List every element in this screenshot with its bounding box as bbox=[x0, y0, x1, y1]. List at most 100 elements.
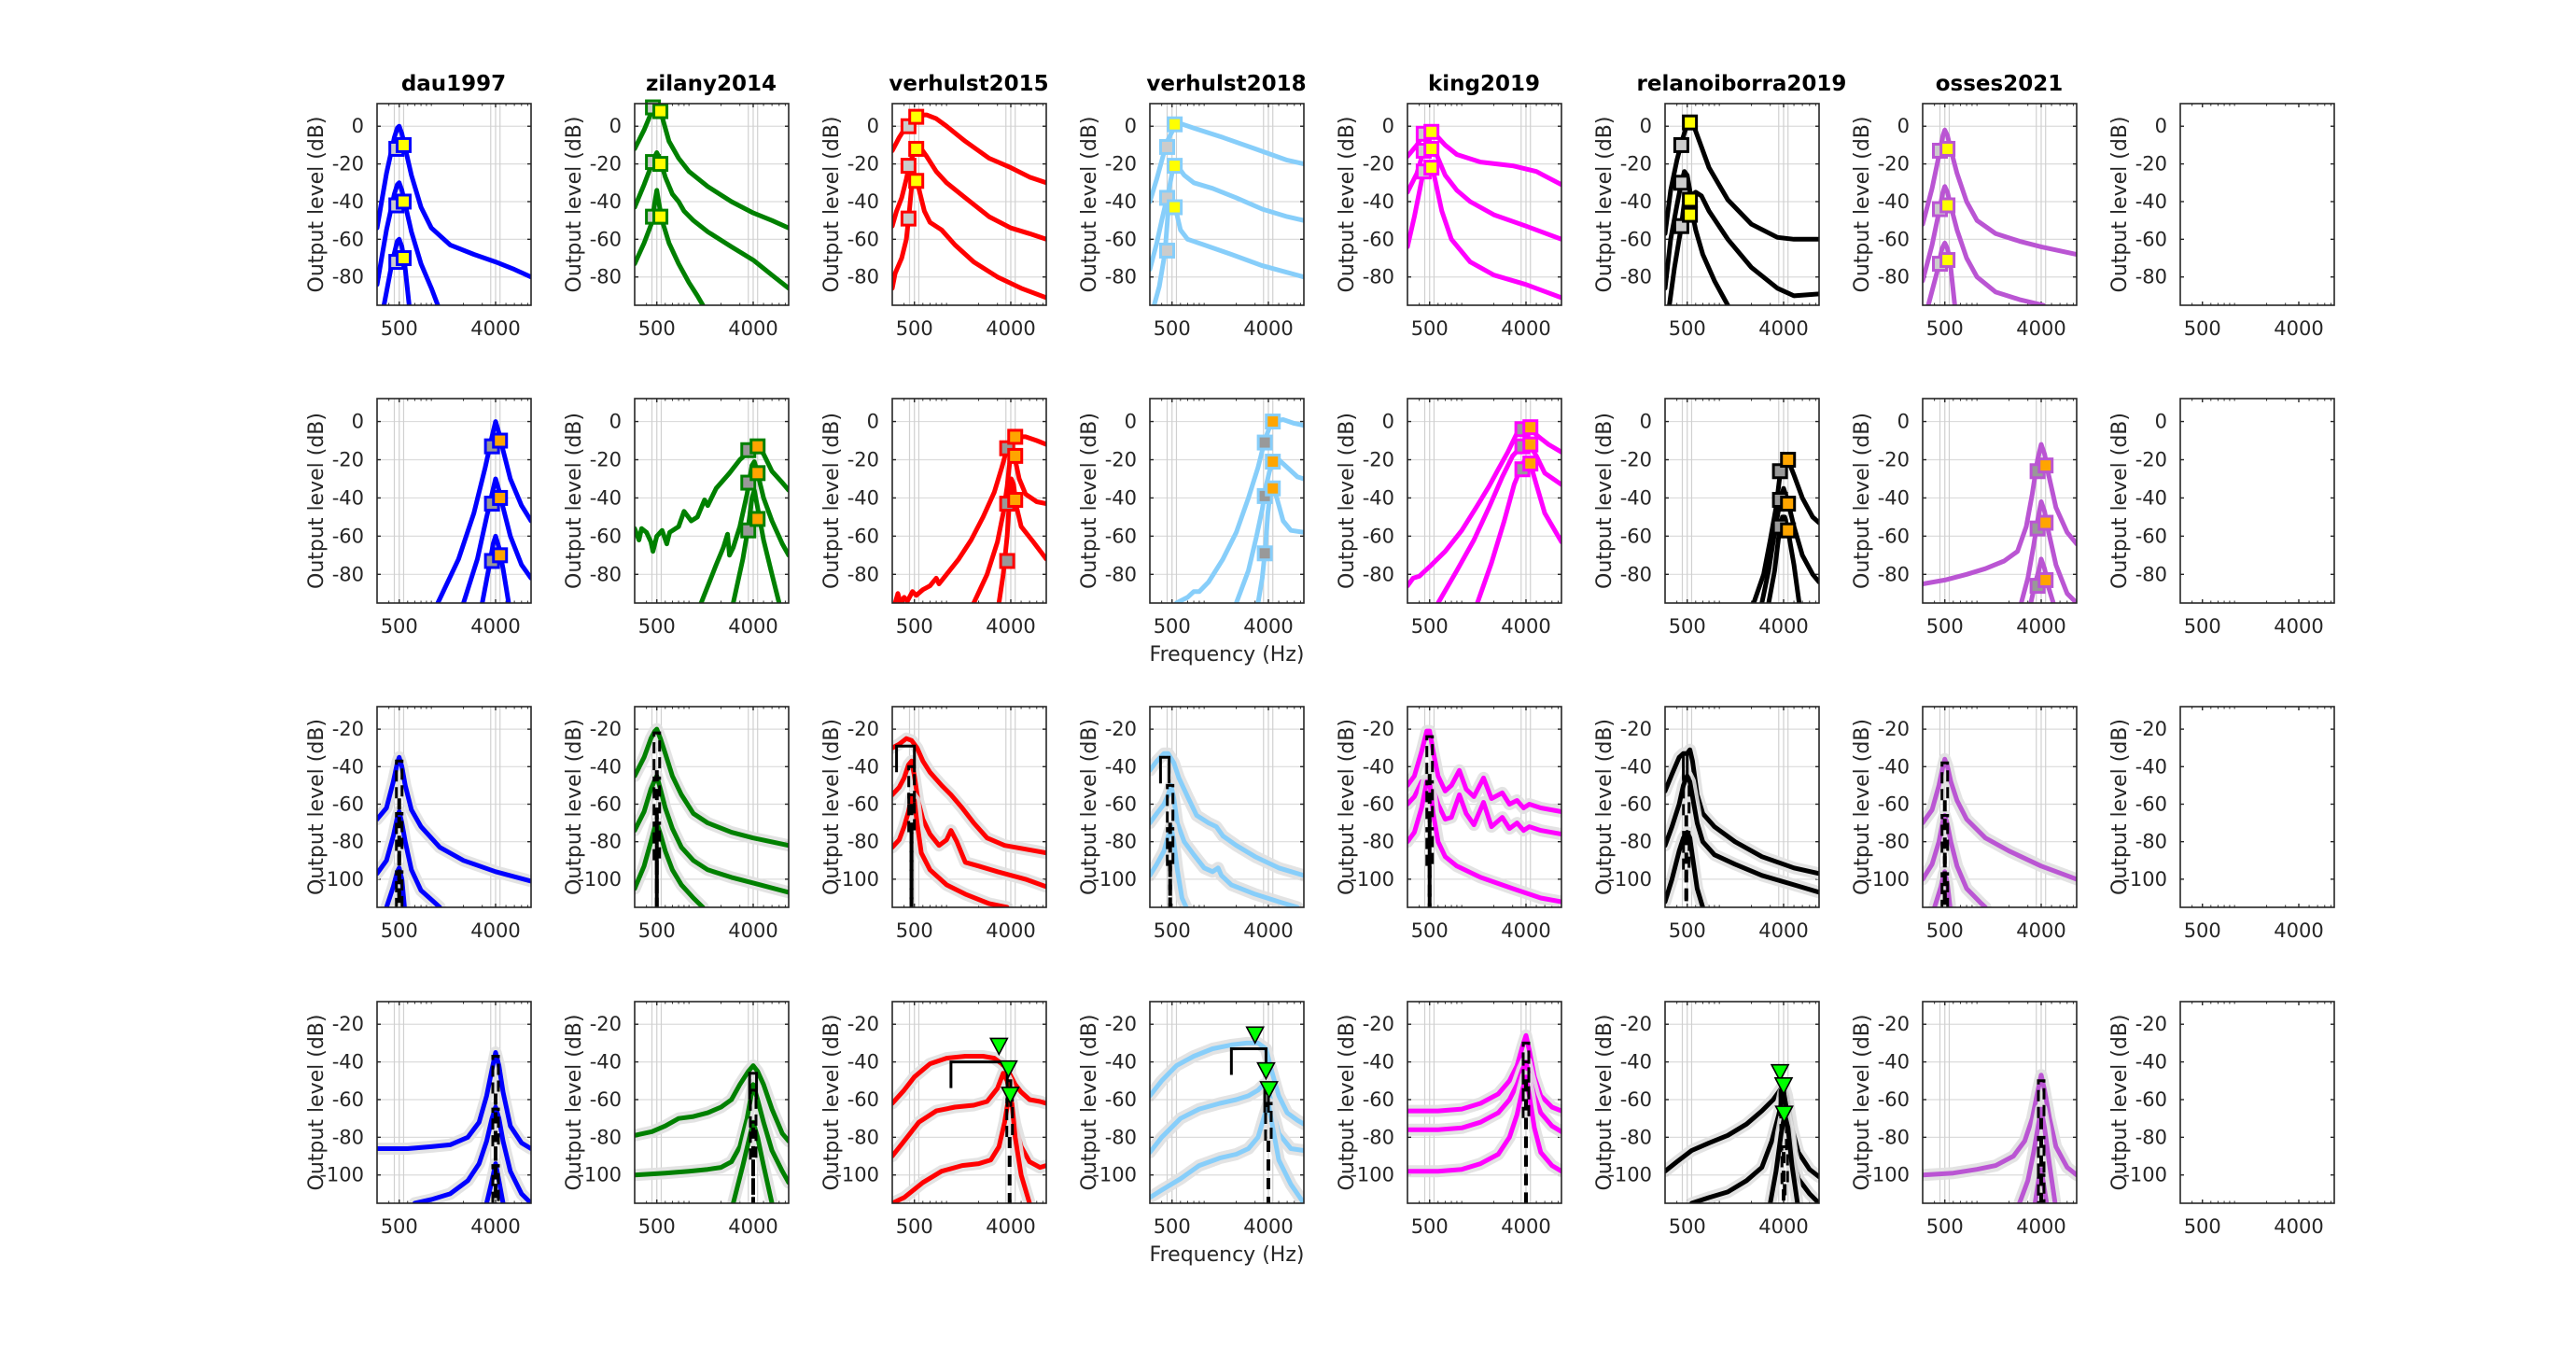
bracket-marker bbox=[1264, 1101, 1273, 1142]
series-line-3 bbox=[892, 793, 1010, 907]
y-tick-label: -80 bbox=[1105, 1126, 1137, 1148]
series-line-1 bbox=[1407, 728, 1561, 814]
x-tick-label: 4000 bbox=[728, 615, 777, 638]
y-tick-label: -80 bbox=[590, 563, 622, 585]
bracket-marker bbox=[1521, 1079, 1531, 1118]
square-marker bbox=[1522, 456, 1539, 472]
panel-empty-row4: -20 -40 -60 -80 -100 500 4000 Output level (dB) bbox=[2108, 1001, 2335, 1238]
axes-box bbox=[2179, 398, 2335, 604]
triangle-marker bbox=[1770, 1063, 1790, 1083]
bracket-marker bbox=[491, 1107, 500, 1147]
square-marker bbox=[1939, 197, 1956, 214]
x-tick-label: 500 bbox=[1411, 615, 1449, 638]
triangle-marker bbox=[989, 1037, 1009, 1057]
square-marker bbox=[908, 173, 925, 189]
axes-box bbox=[2179, 706, 2335, 908]
series-line-1 bbox=[635, 1063, 789, 1144]
series-line-3 bbox=[1407, 779, 1561, 905]
x-tick-label: 4000 bbox=[1501, 1215, 1550, 1238]
x-tick-label: 500 bbox=[2184, 317, 2221, 340]
square-marker bbox=[1673, 217, 1689, 234]
bracket-marker bbox=[2037, 1079, 2046, 1118]
x-tick-label: 500 bbox=[1669, 919, 1706, 942]
series-line-1 bbox=[1150, 751, 1304, 878]
bracket-marker bbox=[395, 870, 404, 907]
series-line-3 bbox=[892, 175, 1046, 301]
panel-relanoiborra2019-row2: 0 -20 -40 -60 -80 500 4000 Output level (dB) bbox=[1593, 398, 1820, 638]
y-tick-label: -40 bbox=[2135, 755, 2167, 778]
y-tick-label: -40 bbox=[1105, 190, 1137, 213]
y-axis-label: Output level (dB) bbox=[1851, 413, 1874, 589]
panel-zilany2014-row4: -20 -40 -60 -80 -100 500 4000 Output level (dB) bbox=[563, 1001, 790, 1238]
y-axis-label: Output level (dB) bbox=[2108, 413, 2132, 589]
plot-area bbox=[1150, 747, 1304, 907]
axes-box bbox=[634, 398, 790, 604]
bracket-marker bbox=[1940, 872, 1950, 907]
panel-verhulst2018-row2: 0 -20 -40 -60 -80 500 4000 Output level (dB) bbox=[1078, 398, 1305, 638]
series-line-1 bbox=[892, 736, 1046, 856]
y-tick-label: 0 bbox=[1125, 411, 1137, 433]
square-marker bbox=[2037, 457, 2054, 474]
square-marker bbox=[492, 489, 509, 506]
y-tick-label: -80 bbox=[1620, 831, 1652, 853]
square-marker bbox=[1167, 116, 1183, 133]
y-axis-label: Output level (dB) bbox=[1593, 413, 1617, 589]
x-tick-label: 500 bbox=[1154, 317, 1191, 340]
bracket-marker bbox=[895, 744, 917, 773]
y-tick-label: -100 bbox=[319, 1164, 364, 1186]
y-tick-label: -100 bbox=[577, 868, 622, 891]
panel-empty-row2: 0 -20 -40 -60 -80 500 4000 Output level (dB) bbox=[2108, 398, 2335, 638]
column-titles: dau1997 zilany2014 verhulst2015 verhulst… bbox=[401, 72, 2063, 96]
y-tick-label: -60 bbox=[1878, 525, 1910, 547]
plot-area bbox=[1923, 1069, 2077, 1203]
y-tick-label: -40 bbox=[1363, 755, 1394, 778]
square-marker bbox=[1423, 140, 1440, 157]
axes-box bbox=[376, 1001, 532, 1204]
bracket-marker bbox=[1425, 827, 1435, 866]
y-tick-label: 0 bbox=[1382, 411, 1394, 433]
y-axis-label: Output level (dB) bbox=[1336, 719, 1359, 895]
y-tick-label: -20 bbox=[847, 1013, 879, 1035]
panel-dau1997-row2: 0 -20 -40 -60 -80 500 4000 Output level (dB) bbox=[305, 398, 532, 638]
x-tick-label: 4000 bbox=[470, 919, 520, 942]
y-tick-label: -40 bbox=[590, 190, 622, 213]
panel-zilany2014-row1: 0 -20 -40 -60 -80 500 4000 Output level (dB) bbox=[563, 99, 790, 340]
panel-king2019-row2: 0 -20 -40 -60 -80 500 4000 Output level (dB) bbox=[1336, 398, 1562, 638]
y-tick-label: -20 bbox=[2135, 448, 2167, 470]
y-tick-label: -20 bbox=[1105, 1013, 1137, 1035]
x-tick-label: 4000 bbox=[1501, 317, 1550, 340]
axes-box bbox=[1922, 103, 2078, 306]
y-tick-label: 0 bbox=[1897, 115, 1910, 137]
bracket-marker bbox=[1166, 783, 1175, 823]
square-marker bbox=[740, 522, 757, 539]
y-tick-label: -80 bbox=[1363, 831, 1394, 853]
y-tick-label: -60 bbox=[1105, 1088, 1137, 1111]
y-tick-label: -80 bbox=[1105, 563, 1137, 585]
panel-relanoiborra2019-row1: 0 -20 -40 -60 -80 500 4000 Output level (dB) bbox=[1593, 103, 1820, 340]
y-tick-label: 0 bbox=[609, 411, 622, 433]
x-tick-label: 500 bbox=[896, 919, 933, 942]
plot-area bbox=[1150, 1036, 1304, 1203]
y-tick-label: -20 bbox=[1620, 718, 1652, 740]
x-tick-label: 500 bbox=[1411, 919, 1449, 942]
panel-relanoiborra2019-row4: -20 -40 -60 -80 -100 500 4000 Output level (dB) bbox=[1593, 1001, 1820, 1238]
x-tick-label: 500 bbox=[2184, 615, 2221, 638]
x-tick-label: 4000 bbox=[1243, 1215, 1293, 1238]
y-tick-label: -20 bbox=[1105, 448, 1137, 470]
square-marker bbox=[900, 210, 917, 227]
square-marker bbox=[1007, 491, 1024, 508]
y-tick-label: -40 bbox=[1878, 190, 1910, 213]
y-tick-label: -80 bbox=[1620, 266, 1652, 288]
y-tick-label: -100 bbox=[1607, 1164, 1652, 1186]
bracket-marker bbox=[1940, 814, 1950, 853]
y-axis-label: Output level (dB) bbox=[1593, 1015, 1617, 1191]
axes-box bbox=[1149, 103, 1305, 306]
panel-relanoiborra2019-row3: -20 -40 -60 -80 -100 500 4000 Output level (dB) bbox=[1593, 706, 1820, 942]
x-tick-label: 500 bbox=[1926, 615, 1964, 638]
series-line-3 bbox=[1150, 1101, 1304, 1203]
y-tick-label: -80 bbox=[847, 266, 879, 288]
square-marker bbox=[652, 208, 669, 225]
square-marker bbox=[395, 193, 412, 210]
bracket-marker bbox=[652, 731, 662, 771]
